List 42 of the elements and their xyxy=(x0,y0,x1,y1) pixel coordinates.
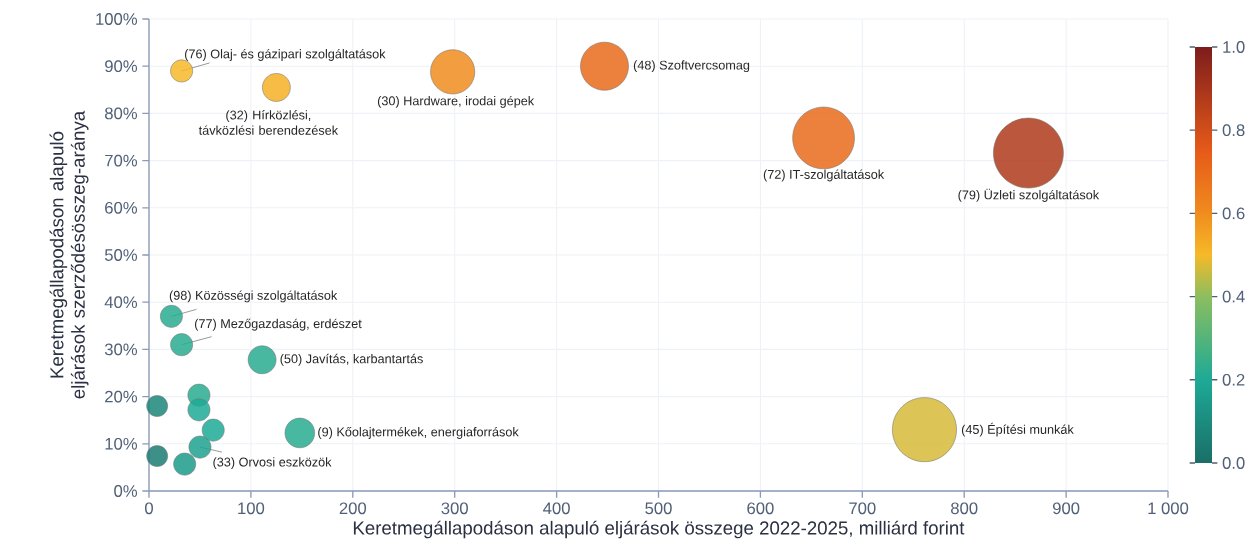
x-tick-label: 800 xyxy=(951,502,978,515)
color-bar-label: 0.2 xyxy=(1222,373,1245,386)
annotation: (33) Orvosi eszközök xyxy=(213,457,332,469)
annotation: (72) IT-szolgáltatások xyxy=(763,169,885,182)
x-tick-label: 100 xyxy=(238,502,265,515)
x-tick-label: 600 xyxy=(747,502,774,515)
y-tick-label: 10% xyxy=(105,437,138,450)
annotation: (48) Szoftvercsomag xyxy=(633,60,750,73)
y-tick-label: 0% xyxy=(114,485,138,497)
annotation: (98) Közösségi szolgáltatások xyxy=(169,290,338,303)
annotation: (79) Üzleti szolgáltatások xyxy=(958,188,1100,202)
annotation: (9) Kőolajtermékek, energiaforrások xyxy=(318,426,519,439)
x-tick-label: 1 000 xyxy=(1148,502,1189,515)
color-bar-label: 0.8 xyxy=(1222,124,1245,137)
x-axis-title: Keretmegállapodáson alapuló eljárások összege 2022-2025, milliárd forint xyxy=(353,520,965,539)
y-tick-label: 100% xyxy=(96,13,138,25)
annotation: (32) Hírközlési, távközlési berendezések xyxy=(198,110,339,135)
annotation: (50) Javítás, karbantartás xyxy=(280,353,423,366)
y-tick-label: 70% xyxy=(105,154,138,167)
y-axis-title: Keretmegállapodáson alapuló eljárások szerződésösszeg-aránya xyxy=(49,110,89,399)
x-tick-label: 0 xyxy=(145,502,153,515)
x-tick-label: 700 xyxy=(849,502,876,515)
annotation: (45) Építési munkák xyxy=(961,422,1074,437)
y-tick-label: 30% xyxy=(104,343,138,356)
color-bar-label: 0.0 xyxy=(1222,457,1245,469)
annotation: (77) Mezőgazdaság, erdészet xyxy=(195,318,362,331)
x-tick-label: 300 xyxy=(441,502,468,515)
y-tick-label: 90% xyxy=(105,60,138,73)
y-tick-label: 20% xyxy=(105,390,138,403)
x-tick-label: 900 xyxy=(1052,502,1080,515)
color-bar-label: 1.0 xyxy=(1223,41,1245,53)
color-bar-label: 0.4 xyxy=(1222,290,1245,303)
y-tick-label: 50% xyxy=(104,249,138,261)
x-tick-label: 500 xyxy=(645,502,672,515)
x-tick-label: 400 xyxy=(543,502,570,515)
annotation: (30) Hardware, irodai gépek xyxy=(377,95,535,108)
y-tick-label: 40% xyxy=(104,296,138,309)
y-tick-label: 80% xyxy=(105,107,138,120)
x-tick-label: 200 xyxy=(339,502,367,515)
y-tick-label: 60% xyxy=(105,201,138,214)
annotation: (76) Olaj- és gázipari szolgáltatások xyxy=(185,48,386,61)
color-bar-label: 0.6 xyxy=(1222,207,1245,220)
